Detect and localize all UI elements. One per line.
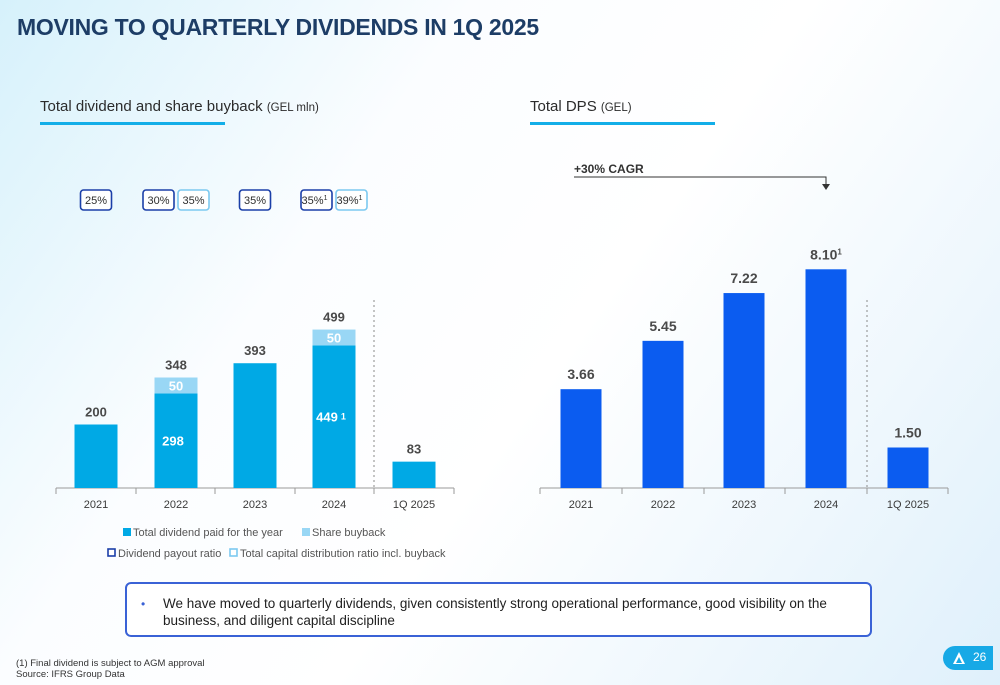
right-chart-title: Total DPS (GEL) [530, 98, 632, 115]
legend-dividend-label: Total dividend paid for the year [133, 527, 283, 539]
dps-bar-2021 [560, 389, 602, 488]
distribution-ratio-2024-footnote-mark: 1 [359, 195, 363, 202]
distribution-ratio-2022-box [177, 189, 210, 211]
legend-distribution-label: Total capital distribution ratio incl. b… [240, 548, 446, 560]
payout-ratio-2021-label: 25% [85, 195, 107, 207]
dividend-bar-2022 [154, 393, 198, 488]
legend-distribution-swatch [229, 548, 238, 557]
buyback-label-2022: 50 [169, 378, 183, 393]
footnotes: (1) Final dividend is subject to AGM app… [16, 658, 205, 680]
dps-footnote-mark-2024: 1 [837, 247, 842, 256]
total-label-2022: 348 [165, 358, 187, 373]
payout-ratio-2021-box [79, 189, 113, 211]
total-label-2021: 200 [85, 405, 107, 420]
dps-bar-2023 [723, 293, 765, 488]
left-chart-title-unit: (GEL mln) [266, 102, 319, 114]
buyback-bar-2022 [154, 377, 198, 394]
total-label-2024: 499 [323, 310, 345, 325]
buyback-bar-2024 [312, 329, 356, 346]
key-message-text: We have moved to quarterly dividends, gi… [163, 596, 827, 628]
left-chart-title-main: Total dividend and share buyback [40, 98, 263, 115]
left-x-tick-label-2022: 2022 [164, 499, 188, 511]
dividend-label-2022: 298 [162, 434, 184, 449]
payout-ratio-2023-box [238, 189, 272, 211]
total-label-2023: 393 [244, 343, 266, 358]
legend-payout-label: Dividend payout ratio [118, 548, 221, 560]
left-x-tick-label-2024: 2024 [322, 499, 346, 511]
dps-label-2021: 3.66 [567, 366, 594, 382]
right-x-tick-label-2023: 2023 [732, 499, 756, 511]
right-title-underline [530, 122, 715, 125]
dps-bar-2022 [642, 340, 684, 488]
right-x-tick-label-2021: 2021 [569, 499, 593, 511]
dividend-bar-2023 [233, 363, 277, 488]
distribution-ratio-2024-box [335, 189, 368, 211]
buyback-label-2024: 50 [327, 331, 341, 346]
left-x-tick-label-2021: 2021 [84, 499, 108, 511]
right-chart-title-unit: (GEL) [600, 102, 632, 114]
dps-label-2024: 8.101 [810, 246, 842, 262]
bullet-icon: • [141, 597, 146, 611]
cagr-arrow-head [822, 184, 830, 190]
dps-label-2023: 7.22 [730, 270, 757, 286]
right-chart-title-main: Total DPS [530, 98, 597, 115]
legend-buyback-swatch [302, 528, 310, 536]
dps-bar-2024 [805, 269, 847, 488]
distribution-ratio-2022-label: 35% [182, 195, 204, 207]
legend-dividend-swatch [123, 528, 131, 536]
left-chart-title: Total dividend and share buyback (GEL ml… [40, 98, 319, 115]
dps-label-1q-2025: 1.50 [894, 425, 921, 441]
cagr-annotation: +30% CAGR [574, 162, 644, 176]
total-label-1q-2025: 83 [407, 442, 421, 457]
legend-payout-swatch [107, 548, 116, 557]
page-number: 26 [973, 650, 987, 664]
dividend-bar-1q-2025 [392, 461, 436, 488]
key-message-box: • We have moved to quarterly dividends, … [125, 582, 872, 637]
payout-ratio-2024-footnote-mark: 1 [324, 195, 328, 202]
footnote-agm: (1) Final dividend is subject to AGM app… [16, 658, 205, 669]
dps-bar-1q-2025 [887, 447, 929, 488]
left-x-tick-label-1q-2025: 1Q 2025 [393, 499, 435, 511]
payout-ratio-2023-label: 35% [244, 195, 266, 207]
left-x-tick-label-2023: 2023 [243, 499, 267, 511]
page-title: MOVING TO QUARTERLY DIVIDENDS IN 1Q 2025 [17, 14, 539, 40]
payout-ratio-2024-box [300, 189, 333, 211]
dps-label-2022: 5.45 [649, 318, 676, 334]
payout-ratio-2022-box [142, 189, 175, 211]
dividend-bar-2021 [74, 424, 118, 488]
right-x-tick-label-1q-2025: 1Q 2025 [887, 499, 929, 511]
distribution-ratio-2024-label: 39%1 [337, 195, 363, 207]
right-x-tick-label-2024: 2024 [814, 499, 838, 511]
payout-ratio-2022-label: 30% [147, 195, 169, 207]
payout-ratio-2024-label: 35%1 [302, 195, 328, 207]
right-x-tick-label-2022: 2022 [651, 499, 675, 511]
legend-buyback-label: Share buyback [312, 527, 386, 539]
left-title-underline [40, 122, 225, 125]
company-logo-icon [953, 652, 965, 664]
cagr-arrow-line [574, 176, 827, 186]
page-number-badge: 26 [943, 646, 993, 670]
dividend-bar-2024 [312, 345, 356, 488]
footnote-source: Source: IFRS Group Data [16, 669, 125, 680]
dividend-footnote-mark-2024: 1 [341, 412, 346, 422]
